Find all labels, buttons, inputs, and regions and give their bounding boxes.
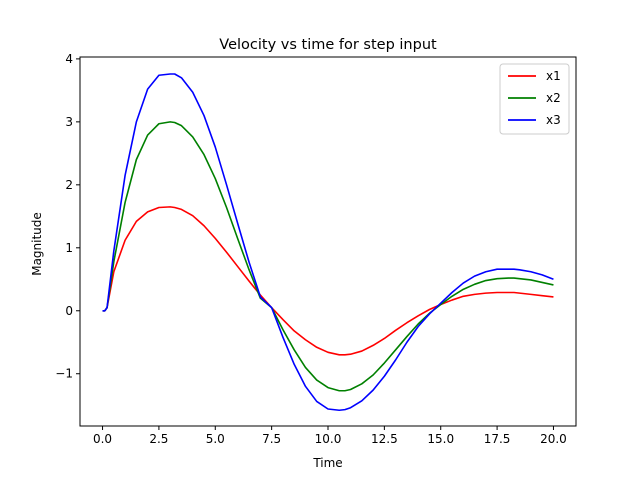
x-tick-label: 5.0 <box>206 432 225 446</box>
x-tick-label: 10.0 <box>315 432 342 446</box>
x-tick-label: 7.5 <box>262 432 281 446</box>
series-line-x3 <box>102 73 554 412</box>
x-tick-label: 2.5 <box>149 432 168 446</box>
y-tick-label: 3 <box>65 115 73 129</box>
y-tick-label: 4 <box>65 52 73 66</box>
x-tick-label: 20.0 <box>540 432 567 446</box>
legend-label-x1: x1 <box>546 69 561 83</box>
series-line-x2 <box>102 121 554 392</box>
plot-area: 0.0 2.5 5.0 7.5 10.0 12.5 15.0 17.5 20.0 −1 0 1 2 3 4 x… <box>55 52 577 446</box>
legend-label-x3: x3 <box>546 113 561 127</box>
x-tick-label: 17.5 <box>484 432 511 446</box>
x-tick-label: 15.0 <box>427 432 454 446</box>
series-line-x1 <box>102 206 554 356</box>
y-tick-label: 0 <box>65 304 73 318</box>
x-tick-label: 12.5 <box>371 432 398 446</box>
chart-title: Velocity vs time for step input <box>219 37 437 53</box>
legend-label-x2: x2 <box>546 91 561 105</box>
y-tick-label: −1 <box>55 367 73 381</box>
x-axis-title: Time <box>312 456 342 470</box>
x-tick-label: 0.0 <box>93 432 112 446</box>
legend-box <box>499 63 570 135</box>
y-axis-title: Magnitude <box>30 212 44 276</box>
y-tick-label: 1 <box>65 241 73 255</box>
y-tick-label: 2 <box>65 178 73 192</box>
